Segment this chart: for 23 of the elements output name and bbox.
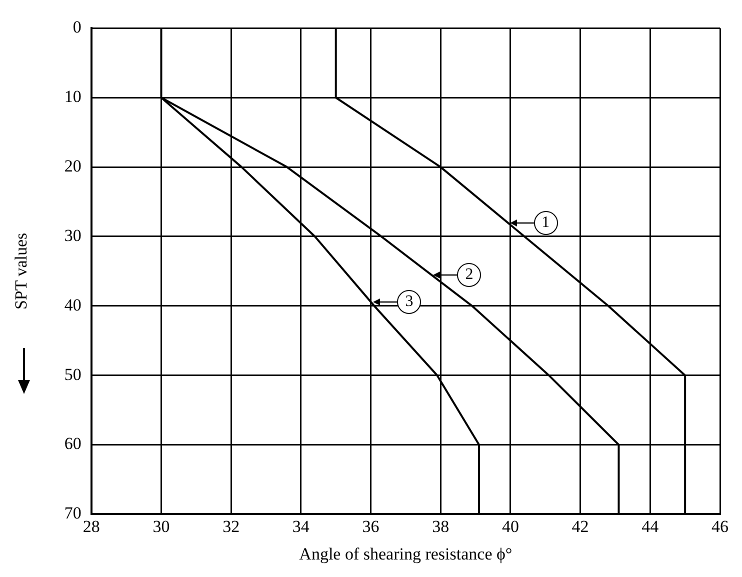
legend-label: 3	[397, 290, 422, 314]
y-tick-label: 70	[64, 504, 82, 523]
legend-label: 1	[534, 210, 558, 235]
y-tick-label: 60	[64, 434, 82, 454]
x-tick-label: 46	[712, 516, 728, 536]
legend-label: 2	[457, 262, 482, 287]
x-tick-label: 42	[572, 516, 589, 536]
x-axis-title: Angle of shearing resistance ϕ°	[299, 544, 512, 564]
y-axis-title: SPT values	[12, 232, 31, 310]
y-tick-label: 0	[72, 18, 82, 37]
x-tick-label: 36	[362, 516, 380, 536]
x-tick-label: 38	[432, 516, 450, 536]
x-tick-label: 40	[502, 516, 519, 536]
x-tick-label: 28	[82, 516, 100, 536]
x-tick-label: 44	[642, 516, 660, 536]
x-tick-label: 34	[292, 516, 310, 536]
y-tick-label: 30	[64, 226, 82, 245]
y-tick-label: 20	[64, 156, 82, 176]
y-tick-label: 50	[64, 364, 82, 384]
y-tick-label: 40	[64, 295, 82, 314]
x-tick-label: 32	[222, 516, 240, 536]
x-tick-label: 30	[152, 516, 170, 536]
y-tick-label: 10	[64, 87, 82, 106]
